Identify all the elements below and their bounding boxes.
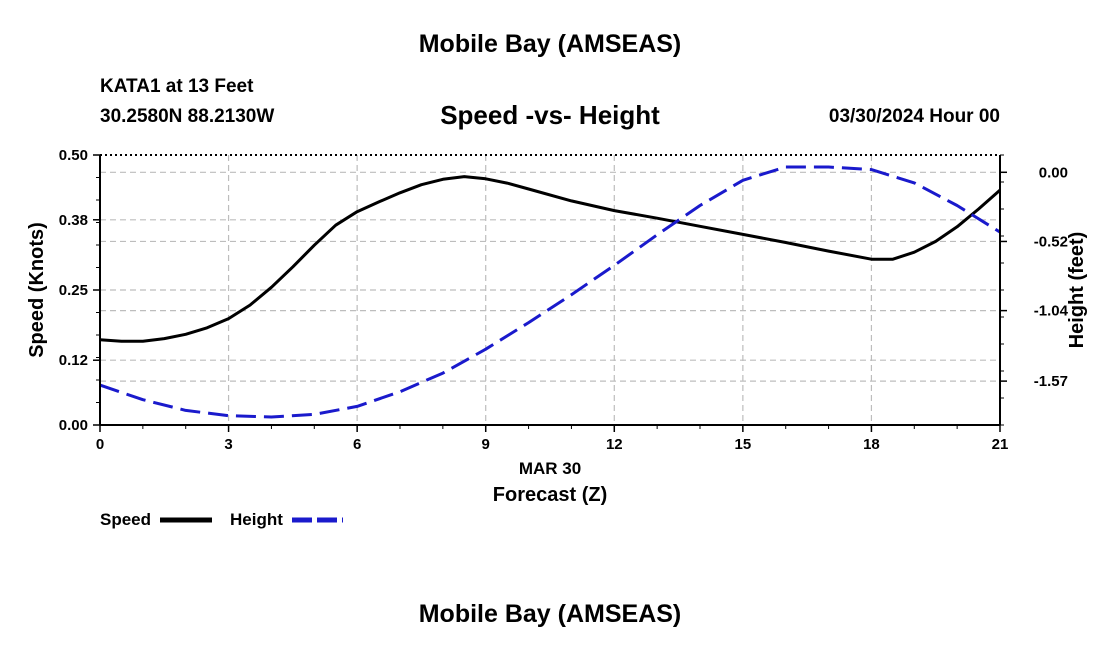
axis-labels: MAR 30 Forecast (Z) Speed (Knots) Height… <box>26 222 1088 506</box>
x-tick-label: 6 <box>353 436 361 453</box>
series <box>99 165 1001 419</box>
forecast-date: 03/30/2024 Hour 00 <box>828 106 1000 127</box>
grid <box>100 155 1000 425</box>
y2-tick-label: -0.52 <box>1034 233 1068 250</box>
legend: Speed Height <box>100 510 343 529</box>
series-line-speed <box>99 175 1001 343</box>
axis-ticks: 0 3 6 9 12 15 18 21 0.00 0.12 0.25 0.38 0.50 0.00 -0.5… <box>59 147 1069 453</box>
x-axis-label: Forecast (Z) <box>493 484 607 506</box>
y2-axis-label: Height (feet) <box>1066 232 1088 349</box>
footer-title: Mobile Bay (AMSEAS) <box>418 600 682 628</box>
y2-tick-label: -1.04 <box>1034 303 1069 320</box>
x-tick-label: 0 <box>96 436 104 453</box>
y-tick-label: 0.50 <box>59 147 88 164</box>
y-axis-label: Speed (Knots) <box>26 222 48 358</box>
y2-tick-label: -1.57 <box>1034 373 1068 390</box>
legend-label-height: Height <box>230 510 283 529</box>
x-tick-label: 21 <box>992 436 1009 453</box>
y-tick-label: 0.25 <box>59 282 88 299</box>
x-tick-label: 12 <box>606 436 623 453</box>
y-tick-label: 0.12 <box>59 352 88 369</box>
page-title: Mobile Bay (AMSEAS) <box>418 30 682 58</box>
chart-title: Speed -vs- Height <box>440 100 660 130</box>
x-tick-label: 9 <box>482 436 490 453</box>
x-tick-label: 15 <box>735 436 752 453</box>
y2-tick-label: 0.00 <box>1039 164 1068 181</box>
series-line-height <box>99 165 1001 419</box>
x-tick-label: 18 <box>863 436 880 453</box>
y-tick-label: 0.38 <box>59 212 88 229</box>
x-axis-date-label: MAR 30 <box>519 459 581 478</box>
station-coords: 30.2580N 88.2130W <box>100 106 275 127</box>
x-tick-label: 3 <box>224 436 232 453</box>
plot-frame <box>99 154 1001 426</box>
legend-label-speed: Speed <box>100 510 151 529</box>
y-tick-label: 0.00 <box>59 417 88 434</box>
station-name: KATA1 at 13 Feet <box>100 76 254 97</box>
